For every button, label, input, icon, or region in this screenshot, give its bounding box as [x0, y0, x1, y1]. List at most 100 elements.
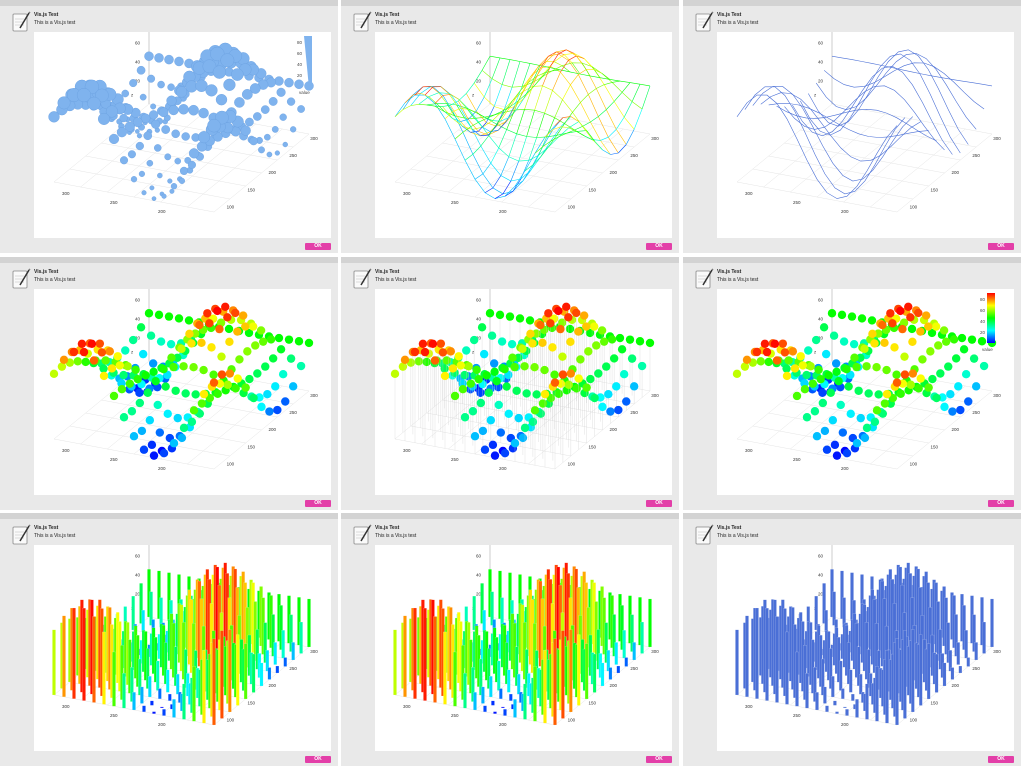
- ok-button[interactable]: OK: [988, 500, 1014, 507]
- ok-button[interactable]: OK: [646, 243, 672, 250]
- surface-line: [482, 163, 492, 175]
- dot-mark: [119, 113, 128, 123]
- dot-mark: [185, 329, 194, 339]
- ok-button[interactable]: OK: [988, 243, 1014, 250]
- dot-mark: [138, 349, 148, 359]
- surface-line: [528, 76, 537, 83]
- surface-line: [542, 66, 551, 86]
- dot-mark: [266, 335, 276, 344]
- ok-button[interactable]: OK: [305, 500, 331, 507]
- surface-line: [776, 105, 937, 142]
- dot-mark: [860, 344, 869, 354]
- graph3d-plot[interactable]: 80604020z300250200300250200150100: [34, 289, 331, 495]
- graph3d-canvas[interactable]: 80604020z300250200300250200150100: [34, 289, 331, 495]
- graph3d-plot[interactable]: 80604020z300250200300250200150100: [34, 32, 331, 238]
- graph3d-plot[interactable]: 80604020z300250200300250200150100: [717, 289, 1014, 495]
- surface-line: [470, 121, 479, 127]
- dot-mark: [536, 320, 545, 330]
- dot-mark: [906, 313, 915, 322]
- ok-button[interactable]: OK: [305, 756, 331, 763]
- ok-button[interactable]: OK: [988, 756, 1014, 763]
- dot-mark: [482, 371, 491, 380]
- dot-mark: [144, 51, 154, 61]
- surface-line: [458, 93, 467, 102]
- dot-mark: [472, 365, 481, 375]
- graph3d-canvas[interactable]: 80604020z300250200300250200150100: [717, 32, 1014, 238]
- dot-mark: [530, 363, 539, 372]
- surface-line: [462, 126, 471, 133]
- surface-line: [472, 145, 482, 155]
- surface-line: [480, 134, 489, 137]
- dot-mark: [235, 355, 244, 364]
- dot-mark: [635, 337, 645, 346]
- graph3d-canvas[interactable]: 80604020z300250200300250200150100: [34, 545, 331, 751]
- bar-mark: [82, 607, 86, 701]
- dot-mark: [862, 362, 871, 371]
- dot-mark: [818, 398, 828, 408]
- surface-line: [540, 56, 549, 69]
- surface-line: [526, 85, 535, 95]
- dot-mark: [265, 407, 274, 416]
- dot-mark: [485, 309, 495, 318]
- y-tick-label: 250: [289, 410, 297, 415]
- bar-mark: [393, 629, 397, 696]
- graph3d-plot[interactable]: 80604020z300250200300250200150100: [34, 545, 331, 751]
- ok-button[interactable]: OK: [646, 756, 672, 763]
- dot-mark: [892, 378, 902, 387]
- dot-mark: [530, 406, 540, 415]
- graph3d-plot[interactable]: 80604020z300250200300250200150100: [375, 289, 672, 495]
- y-tick-label: 150: [248, 444, 256, 449]
- grid-line: [784, 142, 945, 174]
- surface-line: [570, 116, 579, 122]
- dot-mark: [286, 354, 296, 363]
- x-tick-label: 200: [499, 209, 507, 214]
- graph3d-plot[interactable]: 80604020z300250200300250200150100: [375, 32, 672, 238]
- graph3d-plot[interactable]: 80604020z300250200300250200150100: [717, 545, 1014, 751]
- dot-mark: [187, 339, 196, 348]
- legend: 80 60 40 20 value: [293, 36, 323, 98]
- dot-mark: [140, 113, 151, 124]
- legend-tick-label: 40: [979, 319, 985, 324]
- graph3d-plot[interactable]: 80604020z300250200300250200150100: [717, 32, 1014, 238]
- bar-mark: [480, 583, 484, 624]
- dot-mark: [164, 312, 174, 321]
- graph3d-canvas[interactable]: 80604020z300250200300250200150100: [375, 545, 672, 751]
- axes-group: 80604020z300250200300250200150100: [53, 289, 318, 471]
- dot-mark: [477, 323, 487, 332]
- dot-mark: [538, 399, 548, 408]
- graph3d-plot[interactable]: 80604020z300250200300250200150100: [375, 545, 672, 751]
- surface-line: [492, 120, 501, 122]
- dot-mark: [294, 337, 304, 346]
- z-axis-label: z: [472, 350, 475, 355]
- y-tick-label: 150: [931, 187, 939, 192]
- ok-button[interactable]: OK: [305, 243, 331, 250]
- surface-line: [511, 61, 521, 88]
- x-tick-label: 250: [110, 713, 118, 718]
- dot-mark: [492, 376, 501, 386]
- dot-mark: [518, 344, 527, 354]
- dot-mark: [548, 343, 557, 352]
- dot-mark: [476, 388, 485, 397]
- bar-mark: [403, 615, 407, 698]
- dot-mark: [157, 80, 165, 89]
- bar-mark: [855, 699, 859, 718]
- dot-mark: [979, 361, 989, 371]
- legend-tick-label: 80: [979, 297, 985, 302]
- dot-mark: [410, 347, 420, 357]
- bar-mark: [472, 595, 476, 631]
- surface-line: [522, 76, 531, 92]
- y-tick-label: 300: [993, 136, 1001, 141]
- y-tick-label: 200: [268, 170, 276, 175]
- bar-mark: [832, 591, 836, 626]
- graph3d-canvas[interactable]: 80 60 40 20 z 300 250 200 300 250 200 150 100 80 60 40…: [717, 289, 1014, 495]
- surface-line: [420, 92, 429, 97]
- graph3d-canvas[interactable]: 80604020z300250200300250200150100: [375, 32, 672, 238]
- dot-mark: [612, 382, 621, 391]
- dot-mark: [177, 344, 186, 354]
- surface-line: [566, 129, 575, 134]
- ok-button[interactable]: OK: [646, 500, 672, 507]
- graph3d-canvas[interactable]: 80604020z300250200300250200150100: [375, 289, 672, 495]
- graph3d-canvas[interactable]: 80 60 40 20 z 300 250 200 300 250 200 150 100 80 60 40…: [34, 32, 331, 238]
- graph3d-canvas[interactable]: 80604020z300250200300250200150100: [717, 545, 1014, 751]
- dot-mark: [507, 339, 517, 349]
